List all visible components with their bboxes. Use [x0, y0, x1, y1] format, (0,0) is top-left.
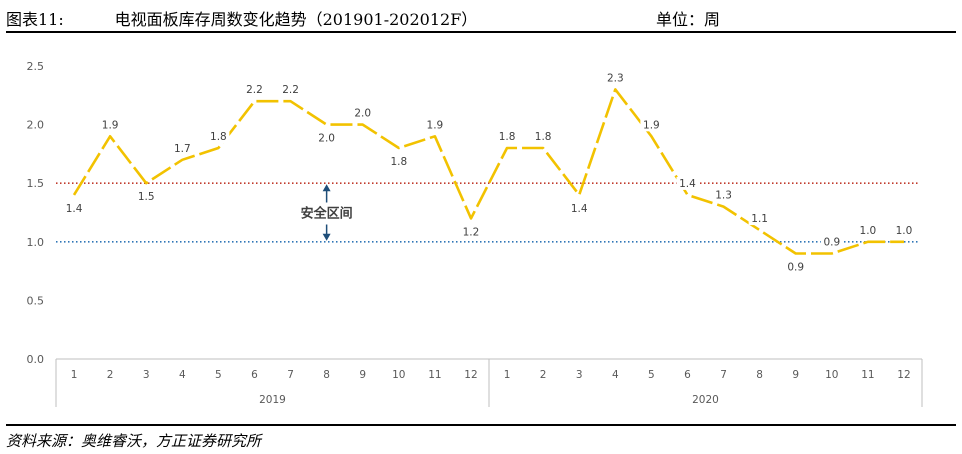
x-tick-label: 11: [861, 369, 874, 381]
data-label: 1.9: [102, 119, 119, 131]
x-tick-label: 4: [612, 369, 619, 381]
figure-number: 图表11:: [6, 10, 64, 29]
data-label-bg: [856, 223, 879, 237]
x-tick-label: 10: [392, 369, 405, 381]
data-label: 2.0: [318, 133, 335, 145]
data-label-bg: [496, 130, 519, 144]
x-tick-label: 11: [428, 369, 441, 381]
data-label-bg: [99, 118, 122, 132]
line-chart: 0.00.51.01.52.02.51 2 3 4 5 6 7 8 9 10 11 12 1 2 3 4 5 6 7…: [27, 60, 923, 407]
data-label: 2.2: [282, 84, 299, 96]
data-label-bg: [712, 188, 735, 202]
data-label-bg: [423, 118, 446, 132]
data-label: 1.7: [174, 143, 191, 155]
data-label: 0.9: [787, 262, 804, 274]
data-label-bg: [568, 201, 591, 215]
top-rule: [6, 31, 956, 33]
reference-lines: [56, 182, 918, 243]
x-tick-label: 7: [720, 369, 727, 381]
x-tick-label: 12: [464, 369, 477, 381]
x-tick-label: 6: [251, 369, 258, 381]
data-label: 1.9: [643, 119, 660, 131]
data-label-bg: [207, 130, 230, 144]
data-label: 1.8: [499, 131, 516, 143]
data-label-bg: [171, 141, 194, 155]
data-label-bg: [604, 71, 627, 85]
x-tick-label: 5: [648, 369, 655, 381]
y-tick-label: 1.5: [27, 177, 45, 190]
arrow-up-icon: [322, 184, 331, 192]
series-path: [72, 88, 904, 255]
data-label: 1.8: [390, 156, 407, 168]
data-label-bg: [676, 176, 699, 190]
data-label: 0.9: [823, 237, 840, 249]
data-label: 1.8: [535, 131, 552, 143]
x-tick-label: 9: [792, 369, 799, 381]
data-label: 1.2: [463, 226, 480, 238]
x-tick-label: 2: [107, 369, 114, 381]
x-tick-label: 4: [179, 369, 186, 381]
figure-title-text: 电视面板库存周数变化趋势（201901-202012F）: [114, 10, 478, 29]
data-label-bg: [459, 225, 482, 239]
unit-label: 单位：周: [656, 10, 721, 29]
x-tick-label: 2: [540, 369, 547, 381]
data-label-bg: [387, 155, 410, 169]
year-label: 2019: [259, 394, 286, 406]
data-label: 1.0: [896, 225, 913, 237]
data-label: 1.4: [571, 203, 588, 215]
data-label-bg: [532, 130, 555, 144]
data-label-bg: [279, 83, 302, 97]
data-label-bg: [63, 201, 86, 215]
y-tick-label: 2.5: [27, 60, 45, 73]
x-tick-label: 7: [287, 369, 294, 381]
source-note: 资料来源：奥维睿沃，方正证券研究所: [6, 432, 262, 450]
y-tick-label: 0.5: [27, 294, 45, 307]
safe-zone-label: 安全区间: [301, 206, 353, 222]
x-tick-label: 6: [684, 369, 691, 381]
series-line: [72, 88, 904, 255]
x-tick-label: 12: [897, 369, 910, 381]
figure-header: 图表11: 电视面板库存周数变化趋势（201901-202012F） 单位：周: [6, 0, 956, 32]
data-label-bg: [315, 131, 338, 145]
x-tick-label: 5: [215, 369, 222, 381]
data-label: 1.0: [860, 225, 877, 237]
data-label-bg: [135, 190, 158, 204]
x-tick-label: 3: [576, 369, 583, 381]
data-label-bg: [748, 212, 771, 226]
data-label: 1.3: [715, 190, 732, 202]
data-label-bg: [820, 235, 843, 249]
data-label: 2.0: [354, 108, 371, 120]
x-tick-label: 1: [71, 369, 78, 381]
data-label-bg: [784, 260, 807, 274]
data-label: 1.4: [66, 203, 83, 215]
x-tick-label: 8: [323, 369, 330, 381]
y-tick-label: 1.0: [27, 236, 45, 249]
arrow-down-icon: [322, 233, 331, 241]
x-tick-label: 8: [756, 369, 763, 381]
data-label-bg: [892, 223, 915, 237]
bottom-rule: [6, 424, 956, 426]
data-label-bg: [351, 106, 374, 120]
data-label: 1.8: [210, 131, 227, 143]
x-tick-label: 9: [359, 369, 366, 381]
chart-axes: 0.00.51.01.52.02.51 2 3 4 5 6 7 8 9 10 11 12 1 2 3 4 5 6 7…: [27, 60, 923, 407]
figure-title: 图表11: 电视面板库存周数变化趋势（201901-202012F）: [6, 6, 477, 30]
data-label: 1.4: [679, 178, 696, 190]
x-tick-label: 1: [504, 369, 511, 381]
y-tick-label: 0.0: [27, 353, 45, 366]
year-label: 2020: [692, 394, 719, 406]
data-label: 1.1: [751, 213, 768, 225]
y-tick-label: 2.0: [27, 119, 45, 132]
data-label-bg: [640, 118, 663, 132]
data-label-bg: [243, 83, 266, 97]
x-tick-label: 3: [143, 369, 150, 381]
data-label: 2.3: [607, 72, 624, 84]
x-tick-label: 10: [825, 369, 838, 381]
data-label: 1.9: [427, 119, 444, 131]
data-label: 1.5: [138, 191, 155, 203]
data-label: 2.2: [246, 84, 263, 96]
data-labels: 1.4 1.9 1.5 1.7 1.8 2.2 2.2 2.0 2.0 1.8 1.9 1.2 1.8 1…: [63, 71, 915, 274]
safe-zone-annotation: 安全区间: [301, 184, 353, 241]
